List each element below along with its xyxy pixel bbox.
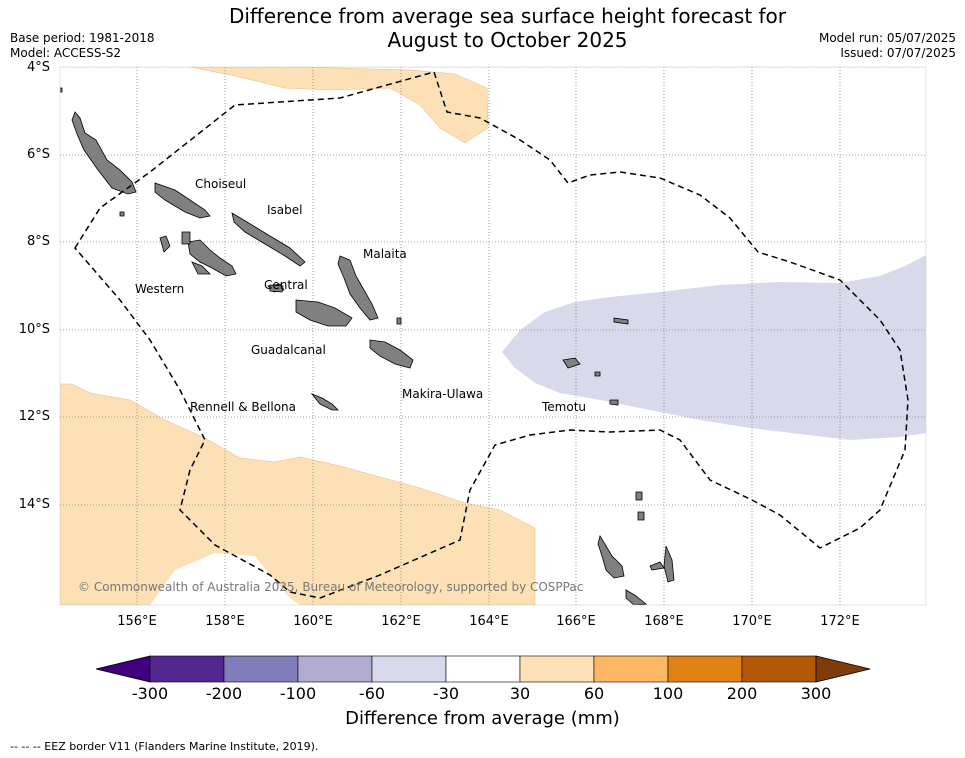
colorbar-segment [741,655,817,683]
lat-label: 10°S [18,322,50,337]
colorbar-tick-label: -100 [279,684,317,703]
new-georgia-island [187,239,237,277]
province-label-guadalcanal: Guadalcanal [251,343,326,357]
colorbar-tick-label: -30 [432,684,460,703]
colorbar-arrow-low [95,655,151,683]
colorbar-segment [297,655,373,683]
lat-label: 8°S [26,234,50,249]
lon-label: 172°E [820,614,860,629]
ambae-island [649,561,665,571]
bougainville-island [71,111,137,195]
colorbar-segment [519,655,595,683]
copyright-notice: © Commonwealth of Australia 2025, Bureau… [78,580,584,594]
province-label-makira: Makira-Ulawa [402,387,484,401]
colorbar-tick-label: 200 [726,684,758,703]
negative-anomaly-area-east [502,255,926,440]
colorbar-tick-label: -200 [205,684,243,703]
lon-label: 164°E [469,614,509,629]
vanikoro-island [609,399,619,406]
province-label-choiseul: Choiseul [195,177,247,191]
model-name: Model: ACCESS-S2 [10,46,122,60]
lon-label: 156°E [117,614,157,629]
lat-label: 12°S [18,409,50,424]
meta-left: Base period: 1981-2018 Model: ACCESS-S2 [10,31,155,61]
colorbar-segment [149,655,225,683]
lon-label: 168°E [644,614,684,629]
lon-label: 166°E [556,614,596,629]
model-run: Model run: 05/07/2025 [818,31,956,45]
small-island-4 [613,317,629,325]
lon-label: 162°E [381,614,421,629]
colorbar-segment [223,655,299,683]
province-label-malaita: Malaita [363,247,407,261]
rendova-island [191,261,211,275]
colorbar-title: Difference from average (mm) [345,708,620,729]
guadalcanal-island [295,299,353,327]
colorbar-tick-label: 300 [800,684,832,703]
colorbar-tick-label: 30 [509,684,531,703]
title-line-1: Difference from average sea surface heig… [228,4,787,28]
lat-label: 14°S [18,497,50,512]
lon-label: 170°E [732,614,772,629]
meta-right: Model run: 05/07/2025 Issued: 07/07/2025 [819,31,956,61]
lon-label: 158°E [205,614,245,629]
choiseul-island [154,182,211,219]
colorbar-segment [667,655,743,683]
small-island-5 [396,317,402,325]
colorbar-tick-label: -60 [358,684,386,703]
base-period: Base period: 1981-2018 [10,31,155,45]
small-island-3 [594,371,601,377]
colorbar [95,655,871,683]
positive-anomaly-area-north [189,67,489,144]
province-label-isabel: Isabel [267,203,303,217]
colorbar-segment [371,655,447,683]
malekula-island [625,589,648,605]
maewo-island [663,545,675,583]
isabel-island [231,212,306,267]
positive-anomaly-area-southwest [60,383,536,605]
colorbar-tick-label: 60 [583,684,605,703]
issued-date: Issued: 07/07/2025 [840,46,956,60]
eez-border [74,71,909,599]
small-island-6 [269,284,284,293]
province-label-central: Central [264,278,308,292]
lon-label: 160°E [293,614,333,629]
small-island-8 [119,211,125,217]
colorbar-tick-label: 100 [652,684,684,703]
map-title: Difference from average sea surface heig… [150,4,865,52]
colorbar-arrow-high [815,655,871,683]
santa-cruz-island [562,357,581,369]
lat-label: 4°S [26,60,50,75]
lat-label: 6°S [26,147,50,162]
province-label-western: Western [135,282,185,296]
small-island-1 [635,491,643,501]
small-island-9 [60,87,63,93]
colorbar-tick-label: -300 [131,684,169,703]
province-label-rennell: Rennell & Bellona [190,400,297,414]
colorbar-segment [445,655,521,683]
province-label-temotu: Temotu [542,400,587,414]
vella-lavella-island [159,235,171,253]
eez-footnote: -- -- -- EEZ border V11 (Flanders Marine… [10,740,319,753]
small-island-2 [637,511,645,521]
title-line-2: August to October 2025 [387,28,628,52]
rennell-island [310,393,339,411]
colorbar-segment [593,655,669,683]
small-island-7 [181,231,191,245]
makira-island [369,339,414,369]
espiritu-santo-island [597,534,625,579]
malaita-island [337,255,379,321]
